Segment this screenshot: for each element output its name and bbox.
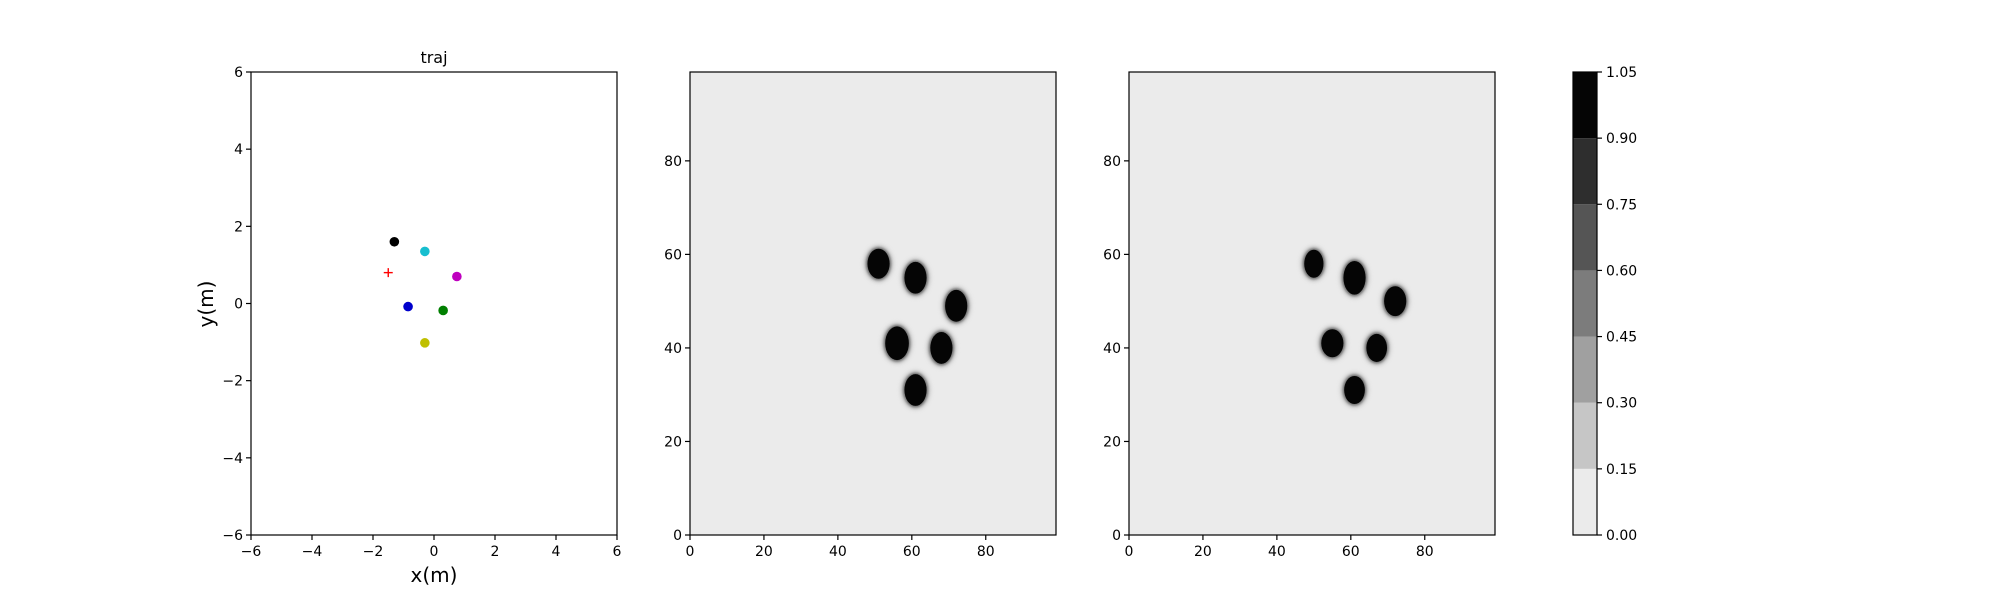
y-tick-label: 4 <box>234 142 243 158</box>
colorbar-tick-label: 0.45 <box>1606 330 1637 346</box>
heatmap-blob-3 <box>941 286 971 326</box>
agent-point-5 <box>438 305 448 316</box>
traj-y-ticks: −6 −4 −2 0 2 4 6 <box>222 65 251 544</box>
agent-point-4 <box>403 301 413 312</box>
colorbar-tick-label: 0.90 <box>1606 131 1637 147</box>
y-tick-label: 40 <box>1103 341 1121 357</box>
x-tick-label: 80 <box>1416 544 1434 560</box>
heatmap-panel-2: 0 20 40 60 80 0 20 40 60 80 <box>1103 71 1496 560</box>
agent-point-2 <box>420 246 430 257</box>
heatmap-1-background <box>690 72 1056 535</box>
traj-panel: −6 −4 −2 0 2 4 6 −6 −4 −2 0 2 4 6 traj x(m) y(m) <box>194 48 622 587</box>
y-tick-label: −2 <box>222 374 243 390</box>
y-tick-label: 0 <box>1112 528 1121 544</box>
heatmap-panel-1: 0 20 40 60 80 0 20 40 60 80 <box>664 71 1057 560</box>
traj-x-ticks: −6 −4 −2 0 2 4 6 <box>241 535 622 560</box>
colorbar-bands <box>1573 72 1597 535</box>
y-tick-label: 40 <box>664 341 682 357</box>
heatmap-blob-1 <box>863 245 894 283</box>
x-tick-label: 20 <box>755 544 773 560</box>
heatmap-2-blobs <box>1300 246 1410 408</box>
colorbar-tick-label: 0.00 <box>1606 528 1637 544</box>
traj-points <box>383 236 462 348</box>
heatmap-1-blobs <box>863 245 971 410</box>
traj-x-axis-label: x(m) <box>411 563 458 587</box>
colorbar-frame <box>1572 71 1598 536</box>
heatmap-blob-4 <box>881 322 913 364</box>
heatmap-1-x-ticks: 0 20 40 60 80 <box>686 535 995 560</box>
heatmap-blob-4 <box>1317 325 1347 361</box>
y-tick-label: 20 <box>1103 434 1121 450</box>
y-tick-label: 0 <box>234 297 243 313</box>
colorbar-band-1 <box>1573 468 1597 535</box>
x-tick-label: 20 <box>1194 544 1212 560</box>
colorbar-tick-label: 0.15 <box>1606 462 1637 478</box>
colorbar-band-5 <box>1573 204 1597 271</box>
y-tick-label: 60 <box>664 247 682 263</box>
y-tick-label: −6 <box>222 528 243 544</box>
y-tick-label: 20 <box>664 434 682 450</box>
x-tick-label: 4 <box>552 544 561 560</box>
traj-title: traj <box>420 48 447 67</box>
x-tick-label: 40 <box>829 544 847 560</box>
heatmap-blob-6 <box>1340 372 1369 408</box>
y-tick-label: 6 <box>234 65 243 81</box>
colorbar-band-2 <box>1573 402 1597 469</box>
y-tick-label: −4 <box>222 451 243 467</box>
traj-y-axis-label: y(m) <box>194 281 218 328</box>
colorbar-band-7 <box>1573 72 1597 139</box>
x-tick-label: 0 <box>1125 544 1134 560</box>
agent-point-6 <box>420 338 430 348</box>
x-tick-label: 60 <box>1342 544 1360 560</box>
heatmap-2-frame <box>1128 71 1496 536</box>
heatmap-blob-6 <box>900 370 931 410</box>
traj-plot-area <box>251 72 617 535</box>
heatmap-1-frame <box>689 71 1057 536</box>
heatmap-blob-2 <box>1339 257 1370 299</box>
colorbar-band-3 <box>1573 336 1597 403</box>
heatmap-2-x-ticks: 0 20 40 60 80 <box>1125 535 1434 560</box>
heatmap-blob-2 <box>900 258 931 298</box>
heatmap-blob-5 <box>1362 330 1391 366</box>
x-tick-label: 80 <box>977 544 995 560</box>
x-tick-label: 6 <box>613 544 622 560</box>
x-tick-label: −4 <box>302 544 323 560</box>
x-tick-label: −6 <box>241 544 262 560</box>
colorbar: 0.00 0.15 0.30 0.45 0.60 0.75 0.90 1.05 <box>1572 65 1637 544</box>
y-tick-label: 2 <box>234 219 243 235</box>
colorbar-tick-label: 1.05 <box>1606 65 1637 81</box>
colorbar-band-4 <box>1573 270 1597 337</box>
x-tick-label: −2 <box>363 544 384 560</box>
heatmap-blob-1 <box>1300 246 1327 282</box>
heatmap-2-y-ticks: 0 20 40 60 80 <box>1103 154 1129 544</box>
colorbar-tick-label: 0.30 <box>1606 396 1637 412</box>
colorbar-tick-label: 0.75 <box>1606 197 1637 213</box>
colorbar-band-6 <box>1573 138 1597 205</box>
heatmap-blob-3 <box>1380 282 1410 320</box>
colorbar-tick-label: 0.60 <box>1606 263 1637 279</box>
y-tick-label: 80 <box>664 154 682 170</box>
colorbar-ticks: 0.00 0.15 0.30 0.45 0.60 0.75 0.90 1.05 <box>1597 65 1637 544</box>
agent-point-3 <box>452 271 462 282</box>
x-tick-label: 0 <box>430 544 439 560</box>
x-tick-label: 60 <box>903 544 921 560</box>
x-tick-label: 40 <box>1268 544 1286 560</box>
heatmap-1-y-ticks: 0 20 40 60 80 <box>664 154 690 544</box>
agent-point-1 <box>389 236 400 247</box>
y-tick-label: 0 <box>673 528 682 544</box>
y-tick-label: 80 <box>1103 154 1121 170</box>
target-plus-marker <box>383 268 393 278</box>
heatmap-blob-5 <box>926 328 956 368</box>
x-tick-label: 2 <box>491 544 500 560</box>
y-tick-label: 60 <box>1103 247 1121 263</box>
heatmap-2-background <box>1129 72 1495 535</box>
x-tick-label: 0 <box>686 544 695 560</box>
traj-frame <box>250 71 618 536</box>
